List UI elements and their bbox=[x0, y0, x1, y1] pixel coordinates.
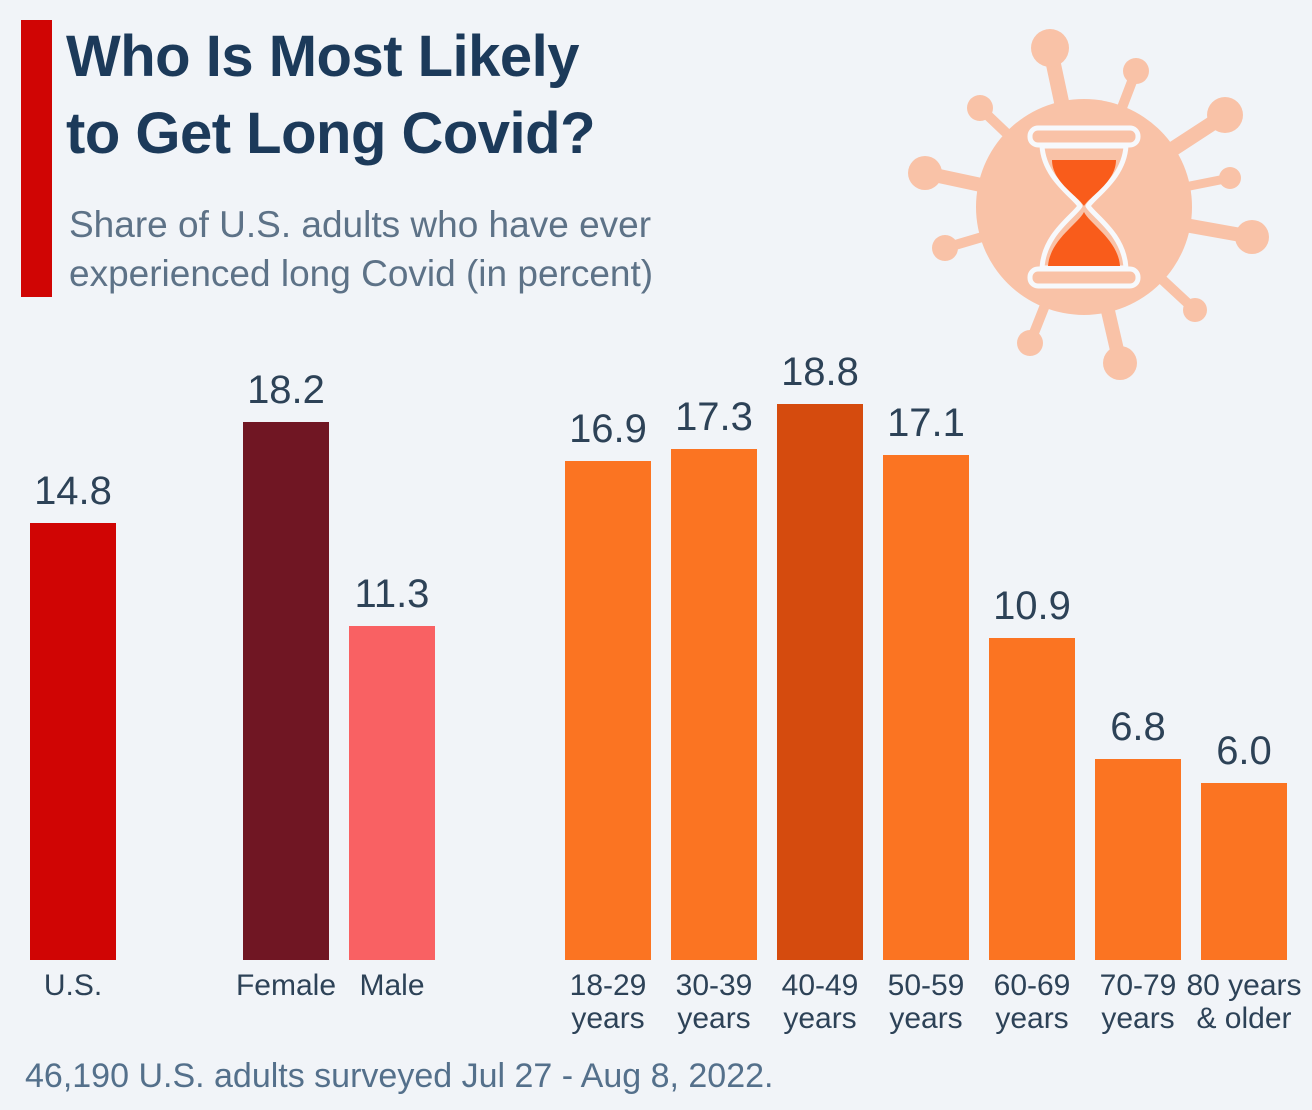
bar-column-age-70-79: 6.8 70-79 years bbox=[1095, 705, 1181, 1035]
bar-axis-label-female: Female bbox=[235, 969, 337, 1002]
bar-value-age-30-39: 17.3 bbox=[675, 395, 753, 439]
bar-age-18-29 bbox=[565, 461, 651, 960]
bar-column-age-80-older: 6.0 80 years & older bbox=[1186, 729, 1301, 1035]
bar-value-age-70-79: 6.8 bbox=[1110, 705, 1166, 749]
page-title: Who Is Most Likely to Get Long Covid? bbox=[66, 24, 596, 166]
bar-female bbox=[243, 422, 329, 960]
bar-us bbox=[30, 523, 116, 960]
source-note: 46,190 U.S. adults surveyed Jul 27 - Aug… bbox=[25, 1057, 774, 1095]
bar-value-age-80-older: 6.0 bbox=[1216, 729, 1272, 773]
bar-value-age-60-69: 10.9 bbox=[993, 584, 1071, 628]
bar-male bbox=[349, 626, 435, 960]
bar-age-60-69 bbox=[989, 638, 1075, 960]
bar-value-age-50-59: 17.1 bbox=[887, 401, 965, 445]
bar-axis-label-age-40-49: 40-49 years bbox=[781, 969, 859, 1035]
page-subtitle: Share of U.S. adults who have ever exper… bbox=[69, 204, 654, 294]
bar-value-us: 14.8 bbox=[34, 469, 112, 513]
bar-axis-label-us: U.S. bbox=[43, 969, 103, 1002]
bar-value-female: 18.2 bbox=[247, 368, 325, 412]
bar-axis-label-age-60-69: 60-69 years bbox=[993, 969, 1071, 1035]
bar-axis-label-age-30-39: 30-39 years bbox=[675, 969, 753, 1035]
bar-axis-label-age-80-older: 80 years & older bbox=[1186, 969, 1302, 1035]
bar-column-age-30-39: 17.3 30-39 years bbox=[671, 395, 757, 1035]
bar-age-40-49 bbox=[777, 404, 863, 960]
bar-column-age-60-69: 10.9 60-69 years bbox=[989, 584, 1075, 1035]
bar-value-male: 11.3 bbox=[354, 572, 430, 616]
hourglass-icon bbox=[1027, 125, 1141, 289]
bar-axis-label-age-18-29: 18-29 years bbox=[569, 969, 647, 1035]
accent-bar bbox=[21, 20, 52, 297]
bar-age-30-39 bbox=[671, 449, 757, 960]
bar-value-age-18-29: 16.9 bbox=[569, 407, 647, 451]
bar-age-80-older bbox=[1201, 783, 1287, 960]
bar-column-male: 11.3 Male bbox=[349, 572, 435, 1002]
bar-value-age-40-49: 18.8 bbox=[781, 350, 859, 394]
bar-axis-label-age-50-59: 50-59 years bbox=[887, 969, 965, 1035]
bar-age-70-79 bbox=[1095, 759, 1181, 960]
bar-age-50-59 bbox=[883, 455, 969, 960]
bar-axis-label-male: Male bbox=[359, 969, 425, 1002]
bar-column-us: 14.8 U.S. bbox=[30, 469, 116, 1002]
coronavirus-hourglass-icon bbox=[908, 29, 1269, 380]
bar-column-age-50-59: 17.1 50-59 years bbox=[883, 401, 969, 1035]
bar-column-female: 18.2 Female bbox=[236, 368, 336, 1002]
bar-axis-label-age-70-79: 70-79 years bbox=[1099, 969, 1177, 1035]
bar-column-age-40-49: 18.8 40-49 years bbox=[777, 350, 863, 1035]
bar-column-age-18-29: 16.9 18-29 years bbox=[565, 407, 651, 1035]
